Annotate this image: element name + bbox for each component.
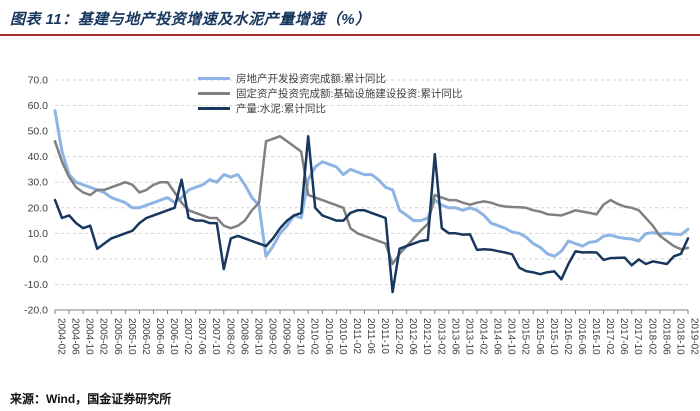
x-tick-label: 2008-02 <box>224 318 235 355</box>
y-tick-label: 70.0 <box>28 75 49 87</box>
chart-area: 70.0 60.0 50.0 40.0 30.0 20.0 10.0 0.0 -10.0 -20.… <box>0 36 700 380</box>
legend-label: 固定资产投资完成额:基础设施建设投资:累计同比 <box>236 88 463 100</box>
x-tick-label: 2010-02 <box>309 318 320 355</box>
x-tick-label: 2010-06 <box>323 318 334 355</box>
series-line-2 <box>53 134 690 294</box>
y-tick-label: -10.0 <box>24 279 48 291</box>
y-tick-label: 20.0 <box>28 202 49 214</box>
legend-label: 房地产开发投资完成额:累计同比 <box>236 73 386 85</box>
x-tick-label: 2004-02 <box>56 318 67 355</box>
x-tick-label: 2007-06 <box>196 318 207 355</box>
x-tick-label: 2018-06 <box>660 318 671 355</box>
x-tick-label: 2014-06 <box>492 318 503 355</box>
chart-legend: 房地产开发投资完成额:累计同比固定资产投资完成额:基础设施建设投资:累计同比 产量… <box>198 71 462 116</box>
y-tick-label: -20.0 <box>24 305 48 317</box>
x-tick-label: 2018-10 <box>674 318 685 355</box>
x-tick-label: 2007-02 <box>182 318 193 355</box>
legend-line-swatch <box>198 107 230 110</box>
x-tick-label: 2009-02 <box>267 318 278 355</box>
legend-item: 房地产开发投资完成额:累计同比 <box>198 71 462 86</box>
legend-item: 固定资产投资完成额:基础设施建设投资:累计同比 <box>198 86 462 101</box>
x-tick-label: 2016-06 <box>576 318 587 355</box>
x-tick-label: 2011-06 <box>365 318 376 354</box>
x-tick-label: 2017-06 <box>618 318 629 355</box>
legend-item: 产量:水泥:累计同比 <box>198 101 462 116</box>
x-tick-label: 2015-06 <box>534 318 545 355</box>
series-line-1 <box>53 134 690 266</box>
x-tick-label: 2013-06 <box>449 318 460 355</box>
x-tick-label: 2006-10 <box>168 318 179 355</box>
x-tick-label: 2015-02 <box>520 318 531 355</box>
x-tick-label: 2016-02 <box>562 318 573 355</box>
x-tick-label: 2011-02 <box>351 318 362 354</box>
x-tick-label: 2011-10 <box>379 318 390 354</box>
y-tick-label: 30.0 <box>28 177 49 189</box>
legend-line-swatch <box>198 77 230 80</box>
y-tick-label: 60.0 <box>28 100 49 112</box>
x-tick-label: 2013-10 <box>463 318 474 355</box>
legend-line-swatch <box>198 92 230 95</box>
x-tick-label: 2012-06 <box>407 318 418 355</box>
x-tick-label: 2009-10 <box>295 318 306 355</box>
x-tick-label: 2006-02 <box>140 318 151 355</box>
x-tick-label: 2009-06 <box>281 318 292 355</box>
x-tick-label: 2017-10 <box>632 318 643 355</box>
y-tick-label: 0.0 <box>33 253 48 265</box>
figure-source: 来源：Wind，国金证券研究所 <box>10 392 172 406</box>
x-tick-label: 2004-06 <box>70 318 81 355</box>
x-tick-label: 2010-10 <box>337 318 348 355</box>
x-tick-label: 2015-10 <box>548 318 559 355</box>
x-tick-label: 2008-10 <box>252 318 263 355</box>
y-tick-label: 40.0 <box>28 151 49 163</box>
x-tick-label: 2008-06 <box>238 318 249 355</box>
x-tick-label: 2019-02 <box>689 318 700 355</box>
x-tick-label: 2006-06 <box>154 318 165 355</box>
x-tick-label: 2007-10 <box>210 318 221 355</box>
x-tick-label: 2004-10 <box>84 318 95 355</box>
x-tick-label: 2012-02 <box>393 318 404 355</box>
x-tick-label: 2014-02 <box>478 318 489 355</box>
x-tick-label: 2012-10 <box>421 318 432 355</box>
x-tick-label: 2014-10 <box>506 318 517 355</box>
x-tick-label: 2005-02 <box>98 318 109 355</box>
series-line-0 <box>53 109 690 258</box>
y-tick-label: 10.0 <box>28 228 49 240</box>
x-tick-label: 2017-02 <box>604 318 615 355</box>
x-tick-label: 2005-06 <box>112 318 123 355</box>
x-tick-label: 2005-10 <box>126 318 137 355</box>
x-tick-label: 2016-10 <box>590 318 601 355</box>
figure-title: 图表 11：基建与地产投资增速及水泥产量增速（%） <box>10 11 371 28</box>
figure-header: 图表 11：基建与地产投资增速及水泥产量增速（%） <box>0 0 700 36</box>
legend-label: 产量:水泥:累计同比 <box>236 103 326 115</box>
x-tick-label: 2018-02 <box>646 318 657 355</box>
y-tick-label: 50.0 <box>28 126 49 138</box>
line-chart-canvas: 70.0 60.0 50.0 40.0 30.0 20.0 10.0 0.0 -10.0 -20.… <box>24 75 700 356</box>
x-tick-label: 2013-02 <box>435 318 446 355</box>
